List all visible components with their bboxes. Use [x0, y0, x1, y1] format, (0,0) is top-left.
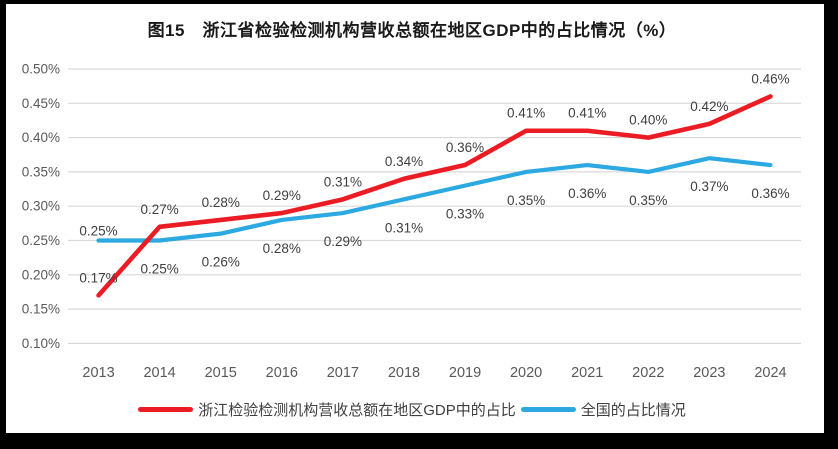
chart-canvas	[6, 4, 824, 433]
x-axis-tick-label: 2020	[510, 365, 542, 381]
y-axis-tick-label: 0.25%	[22, 233, 60, 248]
series-line-zhejiang	[96, 94, 773, 298]
data-label-national: 0.26%	[202, 255, 240, 270]
x-axis-tick-label: 2018	[388, 365, 420, 381]
y-axis-tick-label: 0.45%	[22, 96, 60, 111]
data-label-national: 0.36%	[751, 186, 789, 201]
x-axis-tick-label: 2016	[266, 365, 298, 381]
y-axis-tick-label: 0.20%	[22, 267, 60, 282]
legend-label-zhejiang: 浙江检验检测机构营收总额在地区GDP中的占比	[198, 402, 516, 419]
data-label-zhejiang: 0.34%	[385, 154, 423, 169]
data-label-zhejiang: 0.40%	[629, 113, 667, 128]
data-label-national: 0.25%	[79, 224, 117, 239]
data-label-zhejiang: 0.28%	[202, 195, 240, 210]
data-label-zhejiang: 0.42%	[690, 99, 728, 114]
y-axis-tick-label: 0.40%	[22, 130, 60, 145]
y-axis-tick-label: 0.10%	[22, 336, 60, 351]
x-axis-tick-label: 2021	[571, 365, 603, 381]
data-label-zhejiang: 0.46%	[751, 71, 789, 86]
legend-swatch-national-line	[520, 407, 576, 412]
y-axis-tick-label: 0.50%	[22, 62, 60, 77]
legend: 浙江检验检测机构营收总额在地区GDP中的占比 全国的占比情况	[6, 399, 818, 420]
x-axis-tick-label: 2022	[632, 365, 664, 381]
data-label-zhejiang: 0.29%	[263, 188, 301, 203]
data-label-national: 0.28%	[263, 241, 301, 256]
data-label-zhejiang: 0.27%	[140, 202, 178, 217]
series-line-national	[96, 156, 773, 243]
data-label-national: 0.35%	[507, 193, 545, 208]
x-axis-tick-label: 2024	[754, 365, 786, 381]
data-label-zhejiang: 0.41%	[507, 106, 545, 121]
data-label-zhejiang: 0.31%	[324, 174, 362, 189]
x-axis-tick-label: 2023	[693, 365, 725, 381]
y-axis-tick-label: 0.15%	[22, 302, 60, 317]
data-label-national: 0.25%	[140, 262, 178, 277]
data-label-national: 0.36%	[568, 186, 606, 201]
x-axis-tick-label: 2015	[205, 365, 237, 381]
y-axis-tick-label: 0.35%	[22, 164, 60, 179]
y-axis-tick-label: 0.30%	[22, 199, 60, 214]
chart-title: 图15 浙江省检验检测机构营收总额在地区GDP中的占比情况（%）	[147, 21, 677, 40]
data-label-national: 0.37%	[690, 179, 728, 194]
data-label-zhejiang: 0.36%	[446, 140, 484, 155]
x-axis-tick-label: 2017	[327, 365, 359, 381]
x-axis-tick-label: 2013	[82, 365, 114, 381]
data-label-national: 0.33%	[446, 207, 484, 222]
legend-swatch-zhejiang-line	[138, 407, 194, 412]
data-label-national: 0.29%	[324, 234, 362, 249]
data-label-national: 0.35%	[629, 193, 667, 208]
data-label-zhejiang: 0.17%	[79, 270, 117, 285]
data-label-national: 0.31%	[385, 220, 423, 235]
x-axis-tick-label: 2014	[143, 365, 175, 381]
legend-label-national: 全国的占比情况	[580, 402, 686, 419]
x-axis-tick-label: 2019	[449, 365, 481, 381]
data-label-zhejiang: 0.41%	[568, 106, 606, 121]
